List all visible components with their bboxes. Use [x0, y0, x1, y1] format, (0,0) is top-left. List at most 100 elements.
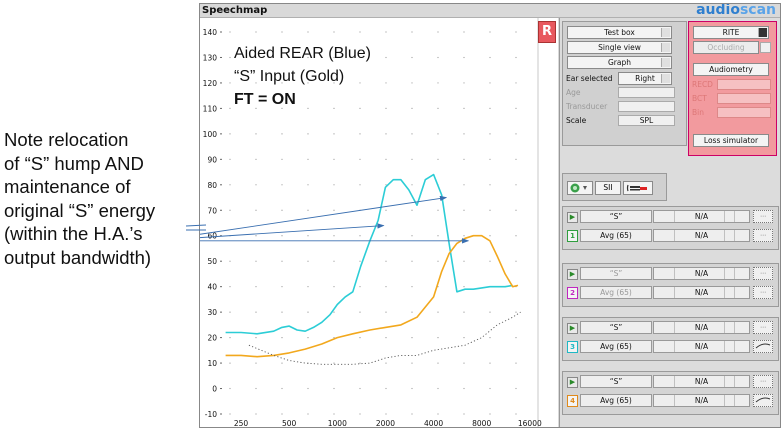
play-icon[interactable]: ▶	[567, 323, 578, 334]
grid-dot	[489, 158, 491, 160]
curve-options-icon[interactable]	[753, 394, 773, 407]
test-number-badge[interactable]: 1	[567, 230, 578, 242]
stimulus-select[interactable]: “S”	[580, 267, 652, 280]
test-number-badge[interactable]: 3	[567, 341, 578, 353]
transducer-field[interactable]	[618, 101, 675, 112]
test-number-badge[interactable]: 4	[567, 395, 578, 407]
grid-dot	[229, 107, 231, 109]
grid-dot	[359, 337, 361, 339]
grid-dot	[229, 286, 231, 288]
x-tick-label: 500	[282, 419, 297, 427]
recd-field[interactable]	[717, 79, 771, 90]
level-select[interactable]: Avg (65)	[580, 286, 652, 299]
grid-dot	[489, 107, 491, 109]
speechmap-plot[interactable]: 140 130 120 110 100 90 80 70 60 50 40 30 20 10 0 -10 250…	[200, 18, 558, 427]
record-button[interactable]	[567, 181, 593, 195]
grid-dot	[515, 158, 517, 160]
brand-logo-part-b: scan	[739, 3, 776, 18]
grid-dot	[307, 107, 309, 109]
loss-simulator-button[interactable]: Loss simulator	[693, 134, 769, 147]
curve-options-icon[interactable]	[753, 340, 773, 353]
occluding-toggle[interactable]	[760, 42, 771, 53]
grid-dot	[281, 286, 283, 288]
graph-button[interactable]: Graph	[567, 56, 672, 69]
annotation-line: original “S” energy	[4, 199, 156, 221]
scale-field[interactable]: SPL	[618, 115, 675, 126]
play-icon[interactable]: ▶	[567, 377, 578, 388]
probe-tube-button[interactable]	[623, 181, 653, 195]
ear-right-button[interactable]: R	[538, 21, 556, 43]
y-tick-label: 60	[207, 232, 217, 241]
grid-options-icon[interactable]: ⋯	[753, 321, 773, 334]
grid-dot	[333, 286, 335, 288]
level-value: N/A	[653, 229, 750, 242]
dropdown-icon	[661, 43, 670, 52]
grid-dot	[515, 133, 517, 135]
stimulus-select[interactable]: “S”	[580, 321, 652, 334]
grid-dot	[281, 158, 283, 160]
grid-dot	[385, 31, 387, 33]
segment-divider	[724, 395, 725, 406]
grid-dot	[463, 82, 465, 84]
grid-dot	[281, 260, 283, 262]
curve-options-icon[interactable]: ⋯	[753, 286, 773, 299]
grid-options-icon[interactable]: ⋯	[753, 267, 773, 280]
grid-dot	[307, 235, 309, 237]
grid-dot	[411, 158, 413, 160]
grid-dot	[411, 260, 413, 262]
stimulus-select[interactable]: “S”	[580, 375, 652, 388]
grid-dot	[255, 235, 257, 237]
single-view-button[interactable]: Single view	[567, 41, 672, 54]
grid-dot	[229, 56, 231, 59]
segment-divider	[674, 211, 675, 222]
grid-dot	[463, 107, 465, 109]
grid-dot	[463, 235, 465, 237]
play-icon[interactable]: ▶	[567, 212, 578, 223]
annotation-line: of “S” hump AND	[4, 152, 144, 174]
stimulus-select[interactable]: “S”	[580, 210, 652, 223]
segment-divider	[724, 268, 725, 279]
grid-dot	[437, 311, 439, 313]
sii-button[interactable]: SII	[595, 181, 621, 195]
title-bar: Speechmap audioscan	[200, 4, 780, 18]
brand-logo-part-a: audio	[696, 3, 740, 18]
age-field[interactable]	[618, 87, 675, 98]
level-value-text: N/A	[694, 342, 709, 351]
grid-options-icon[interactable]: ⋯	[753, 375, 773, 388]
level-select[interactable]: Avg (65)	[580, 394, 652, 407]
y-tick-label: 90	[207, 155, 217, 164]
style-select[interactable]: RITE	[693, 26, 769, 39]
grid-dot	[489, 362, 491, 364]
test-number-badge[interactable]: 2	[567, 287, 578, 299]
grid-dot	[489, 311, 491, 313]
grid-dot	[359, 260, 361, 262]
grid-dot	[359, 387, 361, 390]
ear-selected-select[interactable]: Right	[618, 72, 672, 85]
level-select[interactable]: Avg (65)	[580, 340, 652, 353]
test-box-button[interactable]: Test box	[567, 26, 672, 39]
curve-options-icon[interactable]: ⋯	[753, 229, 773, 242]
grid-options-icon[interactable]: ⋯	[753, 210, 773, 223]
grid-dot	[437, 387, 439, 390]
x-tick-label: 250	[234, 419, 249, 427]
grid-dot	[255, 387, 257, 390]
grid-dot	[515, 82, 517, 84]
session-panel: Test box Single view Graph Ear selected …	[562, 21, 687, 146]
grid-dot	[333, 107, 335, 109]
grid-dot	[307, 82, 309, 84]
grid-dot	[437, 107, 439, 109]
grid-dot	[411, 286, 413, 288]
grid-dot	[307, 184, 309, 186]
stimulus-value: N/A	[653, 375, 750, 388]
grid-dot	[489, 387, 491, 390]
grid-dot	[437, 56, 439, 59]
level-select[interactable]: Avg (65)	[580, 229, 652, 242]
x-tick-label: 1000	[328, 419, 347, 427]
occluding-button[interactable]: Occluding	[693, 41, 759, 54]
level-value-text: N/A	[694, 396, 709, 405]
grid-dot	[255, 362, 257, 364]
bin-field[interactable]	[717, 107, 771, 118]
bct-field[interactable]	[717, 93, 771, 104]
audiometry-button[interactable]: Audiometry	[693, 63, 769, 76]
play-icon[interactable]: ▶	[567, 269, 578, 280]
